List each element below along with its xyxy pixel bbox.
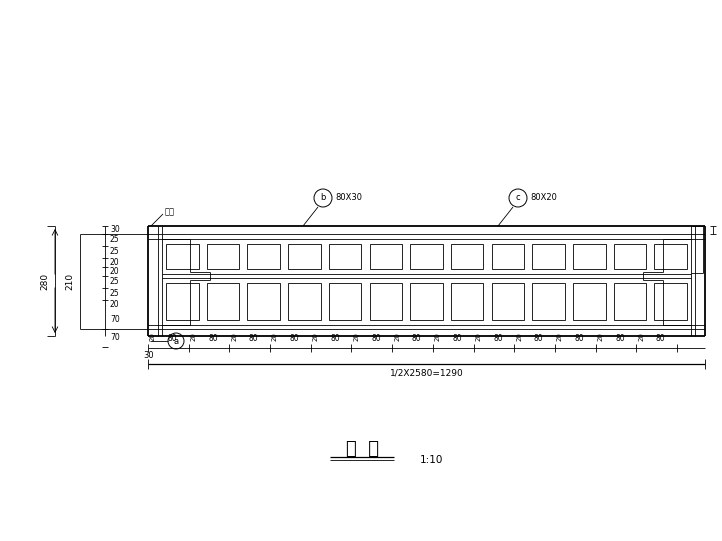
Text: 20: 20 [272,332,278,341]
Text: 80: 80 [615,334,625,343]
Text: 20: 20 [516,332,522,341]
Text: 20: 20 [638,332,644,341]
Text: 70: 70 [110,315,120,325]
Text: 20: 20 [110,267,120,276]
Text: 80: 80 [493,334,503,343]
Text: 30: 30 [143,352,154,360]
Bar [451,283,484,320]
Text: 1/2X2580=1290: 1/2X2580=1290 [390,369,464,378]
Bar [573,283,606,320]
Bar [451,244,484,269]
Text: 80: 80 [453,334,462,343]
Bar [532,283,565,320]
Bar [329,244,362,269]
Text: 80: 80 [656,334,666,343]
Bar [492,283,524,320]
Bar [370,244,402,269]
Text: c: c [516,194,521,202]
Bar [206,244,239,269]
Bar [288,244,321,269]
Bar [370,283,402,320]
Bar [288,283,321,320]
Text: 1:10: 1:10 [420,455,443,465]
Text: 70: 70 [110,333,120,342]
Text: 80X20: 80X20 [530,194,557,202]
Text: 25: 25 [110,289,120,299]
Text: 280: 280 [40,273,49,289]
Text: 80: 80 [290,334,300,343]
Text: 20: 20 [110,300,120,309]
Text: 30: 30 [110,226,120,234]
Text: 20: 20 [394,332,400,341]
Text: 20: 20 [191,332,196,341]
Bar [410,244,443,269]
Text: 80: 80 [371,334,380,343]
Bar [410,283,443,320]
Text: 20: 20 [598,332,604,341]
Text: 20: 20 [231,332,238,341]
Text: b: b [321,194,326,202]
Bar [614,283,646,320]
Text: 210: 210 [65,273,74,290]
Text: a: a [173,337,178,346]
Text: 20: 20 [353,332,360,341]
Text: 25: 25 [110,278,120,287]
Text: 20: 20 [435,332,440,341]
Text: 80: 80 [249,334,258,343]
Bar [206,283,239,320]
Bar [573,244,606,269]
Text: 挂  落: 挂 落 [346,440,378,458]
Text: 80: 80 [331,334,340,343]
Text: 25: 25 [110,235,120,245]
Text: 20: 20 [475,332,482,341]
Bar [654,283,687,320]
Text: 20: 20 [557,332,563,341]
Text: 80: 80 [208,334,218,343]
Text: 20: 20 [313,332,318,341]
Bar [492,244,524,269]
Bar [654,244,687,269]
Text: 80: 80 [168,334,177,343]
Text: 80X30: 80X30 [335,194,362,202]
Text: 80: 80 [575,334,584,343]
Text: 25: 25 [110,247,120,256]
Bar [248,283,280,320]
Text: 80: 80 [534,334,544,343]
Text: 80: 80 [412,334,422,343]
Bar [248,244,280,269]
Text: 20: 20 [110,258,120,267]
Bar [614,244,646,269]
Bar [532,244,565,269]
Text: 20: 20 [150,332,156,341]
Bar [166,283,199,320]
Text: 合榫: 合榫 [165,208,175,216]
Bar [329,283,362,320]
Bar [166,244,199,269]
